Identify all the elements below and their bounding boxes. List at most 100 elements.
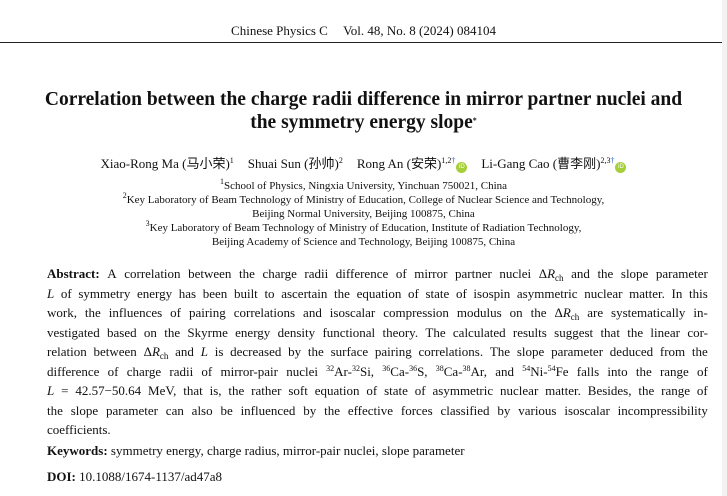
- corresponding-author-mark: †: [451, 156, 456, 165]
- abstract-text: relation: [47, 344, 87, 359]
- author: Rong An (安荣)1,2†iD: [356, 156, 468, 173]
- abstract-word-group: of: [396, 264, 407, 284]
- abstract-text: of: [60, 285, 72, 301]
- abstract-word-group: of: [456, 284, 467, 304]
- abstract-text: coefficients.: [47, 422, 111, 437]
- abstract-word-group: 36Ca-36S,: [382, 362, 427, 382]
- abstract-text: of: [455, 285, 467, 301]
- abstract-word-group: correlation: [124, 264, 180, 284]
- abstract-text: range: [659, 363, 689, 379]
- author: Xiao-Rong Ma (马小荣)1: [101, 156, 234, 171]
- author: Shuai Sun (孙帅)2: [248, 156, 343, 171]
- abstract-text: that: [600, 324, 620, 340]
- abstract-word-group: various: [518, 401, 556, 421]
- abstract-word-group: pairing: [189, 303, 226, 323]
- abstract-text: cor-: [687, 324, 708, 340]
- affiliation-text: Beijing Normal University, Beijing 10087…: [252, 208, 475, 220]
- abstract-text: S,: [417, 363, 428, 379]
- abstract-word-group: L: [201, 342, 208, 362]
- abstract-word-group: Besides,: [588, 381, 632, 401]
- abstract-word-group: this: [689, 284, 708, 304]
- abstract-text: R: [562, 305, 571, 320]
- abstract-word-group: effective: [348, 401, 393, 421]
- abstract-text: from: [659, 344, 686, 359]
- abstract-text: slope: [516, 344, 545, 359]
- abstract-text: slope: [620, 266, 649, 281]
- abstract-text: ch: [159, 351, 169, 361]
- abstract-word-group: the: [627, 323, 643, 343]
- abstract-text: falls: [576, 363, 600, 379]
- abstract-word-group: Abstract:: [47, 264, 100, 284]
- affiliation-text: School of Physics, Ningxia University, Y…: [223, 180, 508, 192]
- abstract-text: influences: [108, 305, 163, 320]
- abstract-text: effective: [347, 402, 394, 418]
- journal-issue: Vol. 48, No. 8 (2024) 084104: [343, 23, 496, 38]
- abstract-text: asymmetric: [516, 285, 578, 301]
- abstract-text: =: [61, 383, 69, 398]
- abstract-text: by: [303, 402, 317, 418]
- abstract-text: In: [671, 285, 683, 301]
- abstract-word-group: of: [697, 381, 708, 401]
- abstract-text: vestigated: [47, 324, 100, 340]
- abstract-text: MeV,: [148, 383, 177, 398]
- abstract-text: is,: [209, 383, 222, 398]
- abstract-word-group: by: [288, 342, 301, 362]
- abstract-text: on: [509, 305, 523, 320]
- abstract-word-group: be: [220, 401, 232, 421]
- abstract-text: pairing: [374, 344, 412, 359]
- affiliation-line: 2Key Laboratory of Beam Technology of Mi…: [0, 192, 727, 207]
- abstract-word-group: charge: [127, 362, 161, 382]
- abstract-text: difference: [47, 363, 100, 379]
- orcid-icon[interactable]: iD: [456, 162, 468, 173]
- abstract-text: 54: [547, 363, 556, 373]
- abstract-word-group: influences: [109, 303, 162, 323]
- author: Li-Gang Cao (曹李刚)2,3†iD: [481, 156, 627, 173]
- abstract-text: R: [151, 344, 160, 359]
- abstract-text: suggest: [554, 324, 594, 340]
- doi-link[interactable]: 10.1088/1674-1137/ad47a8: [75, 469, 223, 484]
- abstract-word-group: nuclei: [499, 264, 531, 284]
- abstract-word-group: the: [638, 381, 654, 401]
- abstract-text: Ca-: [443, 363, 463, 379]
- abstract-word-group: the: [228, 381, 244, 401]
- abstract-word-group: that: [183, 381, 203, 401]
- abstract-word-group: been: [203, 284, 228, 304]
- abstract-word-group: in-: [693, 303, 707, 323]
- abstract-text: The: [425, 324, 446, 340]
- abstract-word-group: that: [600, 323, 620, 343]
- abstract-text: L: [47, 285, 55, 301]
- abstract-text: ch: [555, 273, 564, 283]
- author-affiliation-mark: 1,2: [441, 156, 452, 165]
- abstract-text: 32: [351, 363, 360, 373]
- abstract-text: isoscalar: [564, 402, 610, 418]
- abstract-word-group: ΔRch: [539, 264, 564, 284]
- abstract-line: vestigated based on the Skyrme energy density f…: [47, 323, 708, 343]
- orcid-icon[interactable]: iD: [615, 162, 627, 173]
- abstract-word-group: relation: [47, 342, 87, 362]
- abstract-text: radii: [304, 266, 329, 281]
- abstract-word-group: nuclei: [286, 362, 318, 382]
- abstract-word-group: partner: [455, 264, 492, 284]
- affiliation-line: 1School of Physics, Ningxia University, …: [0, 178, 727, 193]
- author-name: Rong An (安荣): [356, 156, 442, 171]
- abstract-text: the: [627, 324, 644, 340]
- abstract-text: in-: [693, 305, 708, 320]
- abstract-word-group: the: [531, 303, 547, 323]
- abstract-word-group: difference: [47, 362, 99, 382]
- abstract-word-group: cor-: [687, 323, 708, 343]
- abstract-word-group: compression: [383, 303, 449, 323]
- affiliation-line: 3Key Laboratory of Beam Technology of Mi…: [0, 220, 727, 235]
- abstract-word-group: of: [201, 362, 212, 382]
- abstract-word-group: charge: [262, 264, 296, 284]
- abstract-text: incompressibility: [617, 402, 708, 418]
- abstract-text: soft: [288, 383, 308, 398]
- abstract-word-group: symmetry: [78, 284, 130, 304]
- abstract-word-group: the: [636, 362, 652, 382]
- abstract-line: difference of charge radii of mirror-pair nucl…: [47, 362, 708, 382]
- abstract-text: mirror-pair: [220, 363, 278, 379]
- abstract-word-group: and: [303, 303, 322, 323]
- abstract-text: the: [228, 383, 245, 398]
- abstract-text: of: [395, 266, 407, 281]
- abstract-text: partner: [455, 266, 492, 281]
- keywords-text: symmetry energy, charge radius, mirror-p…: [107, 443, 465, 458]
